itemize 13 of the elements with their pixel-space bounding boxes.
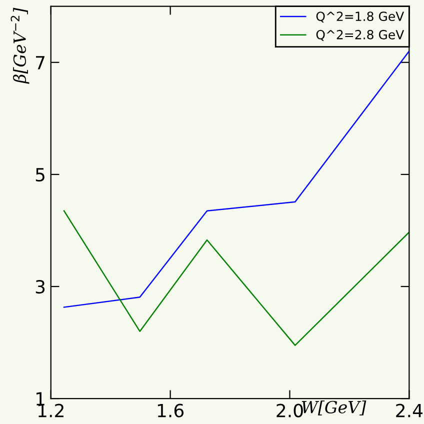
- x-tick-label: 2.0: [276, 404, 303, 418]
- x-axis-title: W[GeV]: [302, 400, 366, 416]
- x-tick-label: 1.2: [38, 404, 64, 418]
- y-tick-label: 7: [36, 56, 44, 70]
- legend-label: Q^2=1.8 GeV: [316, 12, 404, 22]
- line-series: [63, 50, 410, 308]
- line-series: [63, 210, 410, 346]
- legend-label: Q^2=2.8 GeV: [316, 30, 404, 41]
- x-tick-label: 2.4: [396, 404, 423, 418]
- x-tick-label: 1.6: [158, 404, 184, 418]
- y-tick-label: 5: [36, 168, 44, 182]
- y-axis-title: β[GeV$^{−2}$]: [10, 8, 30, 84]
- y-tick-label: 3: [36, 280, 45, 294]
